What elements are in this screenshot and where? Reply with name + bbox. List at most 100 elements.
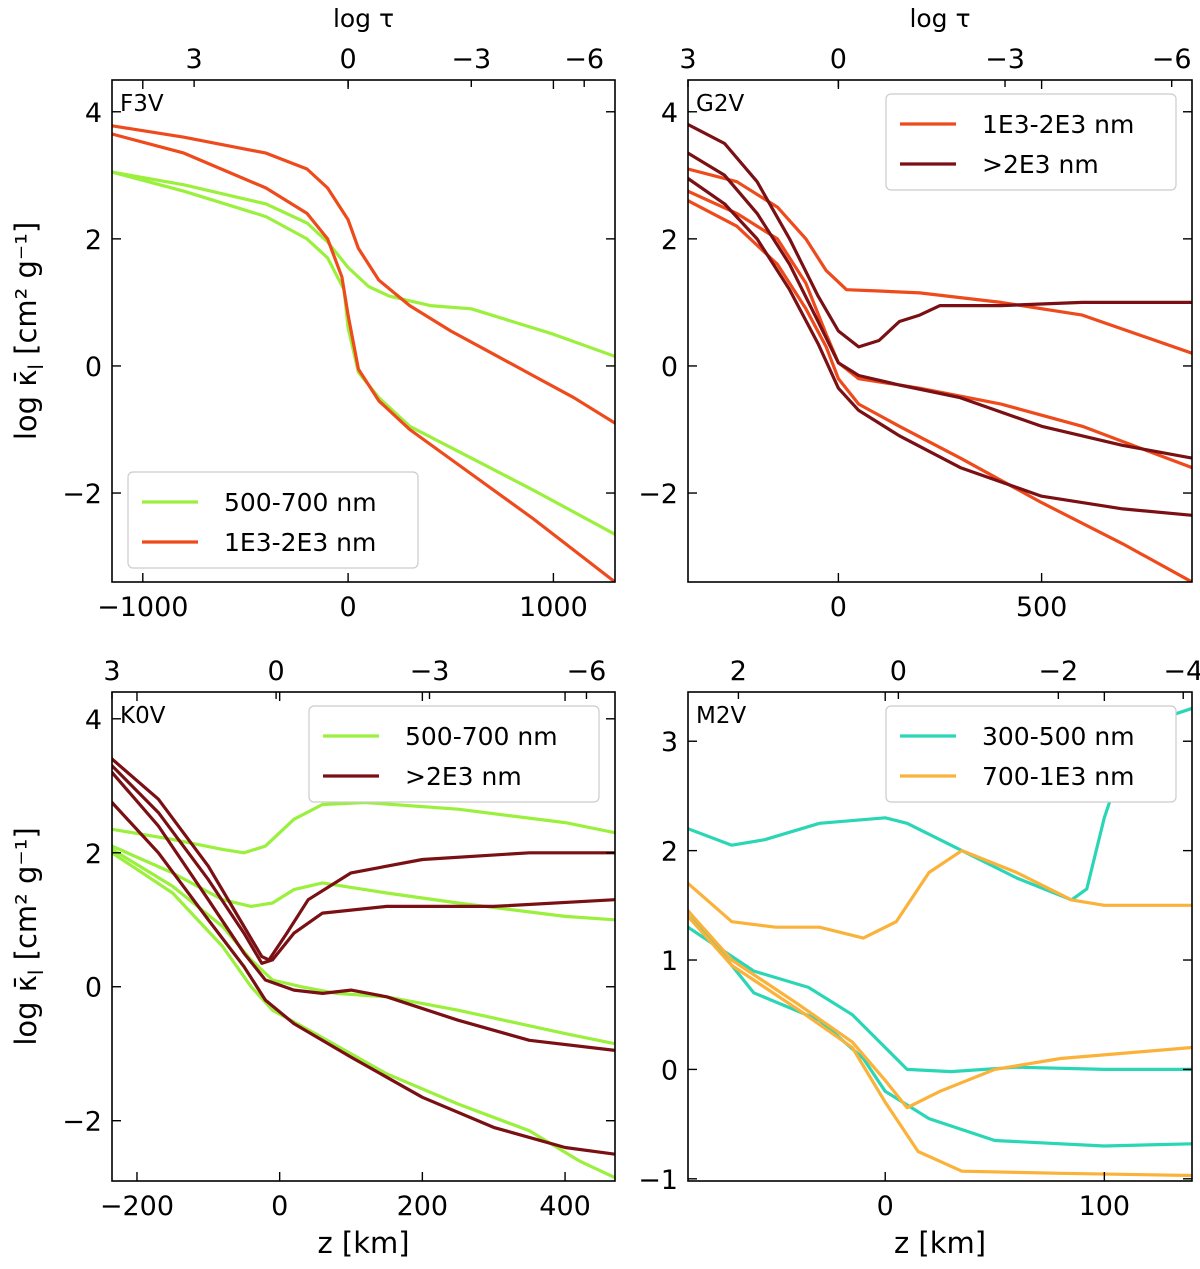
y-tick-label: 0 [85, 973, 102, 1004]
legend: 500-700 nm 1E3-2E3 nm [127, 471, 419, 569]
series-group [112, 124, 615, 582]
y-tick-label: −2 [638, 479, 678, 510]
series-group [688, 122, 1192, 582]
panel-g2v: 0 500 3 0 −3 −6 −2 0 2 4 G2V log τ 1E3-2E3 nm >2E3 nm [638, 4, 1193, 623]
plot-frame [111, 79, 616, 583]
top-tick-label: 2 [730, 656, 747, 687]
top-axis-label: log τ [333, 4, 394, 33]
legend-label: 1E3-2E3 nm [982, 110, 1134, 139]
x-tick-label: 500 [1016, 592, 1068, 623]
top-tick-label: 3 [186, 44, 203, 75]
plot-frame [111, 691, 616, 1182]
series-line-1 [688, 925, 1192, 1074]
top-tick-label: −4 [1163, 656, 1200, 687]
series-line-7 [112, 800, 615, 1156]
series-line-2 [688, 909, 1192, 1148]
top-tick-label: 0 [890, 656, 907, 687]
series-line-5 [688, 914, 1192, 1178]
top-tick-label: −6 [567, 656, 607, 687]
legend-box [127, 471, 419, 569]
panel-k0v: −200 0 200 400 3 0 −3 −6 −2 0 2 4 K0V z [km] log κ̄l [… [9, 656, 616, 1260]
series-line-0 [112, 170, 615, 358]
top-tick-label: 3 [103, 656, 120, 687]
series-line-0 [112, 800, 615, 855]
legend-label: 300-500 nm [982, 722, 1135, 751]
legend-label: 700-1E3 nm [982, 762, 1135, 791]
x-axis-label: z [km] [894, 1226, 986, 1260]
panel-label: G2V [696, 91, 744, 117]
plot-frame [687, 79, 1193, 583]
x-axis-label: z [km] [317, 1226, 409, 1260]
series-line-1 [112, 170, 615, 536]
y-tick-label: −1 [638, 1165, 678, 1196]
x-tick-label: 0 [877, 1191, 894, 1222]
y-axis-label: log κ̄l [cm² g⁻¹] [9, 222, 48, 440]
x-tick-label: −1000 [97, 592, 188, 623]
legend: 1E3-2E3 nm >2E3 nm [885, 93, 1177, 191]
x-tick-label: 0 [271, 1191, 288, 1222]
legend-label: 500-700 nm [405, 722, 558, 751]
panel-f3v: −1000 0 1000 3 0 −3 −6 −2 0 2 4 F3V log τ log κ̄l [cm… [9, 4, 616, 623]
series-line-5 [112, 764, 615, 965]
legend-label: 1E3-2E3 nm [224, 528, 376, 557]
y-tick-label: 0 [661, 1055, 678, 1086]
top-tick-label: −3 [410, 656, 450, 687]
series-line-2 [112, 124, 615, 425]
series-line-3 [112, 132, 615, 582]
y-tick-label: 1 [661, 946, 678, 977]
legend-box [308, 705, 600, 803]
y-tick-label: 4 [85, 705, 102, 736]
series-line-5 [688, 176, 1192, 517]
top-tick-label: −6 [1152, 44, 1192, 75]
plot-frame [687, 691, 1193, 1182]
y-tick-label: 2 [661, 837, 678, 868]
legend-label: >2E3 nm [982, 150, 1099, 179]
series-line-1 [688, 189, 1192, 470]
series-line-4 [688, 151, 1192, 460]
top-axis-label: log τ [909, 4, 970, 33]
x-tick-label: −200 [100, 1191, 174, 1222]
y-tick-label: 4 [661, 98, 678, 129]
y-tick-label: 0 [661, 352, 678, 383]
y-tick-label: 4 [85, 98, 102, 129]
y-axis-label: log κ̄l [cm² g⁻¹] [9, 827, 48, 1045]
x-tick-label: 0 [830, 592, 847, 623]
legend-label: >2E3 nm [405, 762, 522, 791]
series-line-6 [112, 770, 615, 1052]
legend: 500-700 nm >2E3 nm [308, 705, 600, 803]
series-line-3 [112, 851, 615, 1180]
x-tick-label: 100 [1079, 1191, 1131, 1222]
series-line-2 [112, 847, 615, 1046]
top-tick-label: −6 [564, 44, 604, 75]
x-tick-label: 400 [539, 1191, 591, 1222]
panel-label: M2V [696, 703, 746, 729]
series-group [112, 757, 615, 1180]
y-tick-label: −2 [62, 479, 102, 510]
panel-m2v: 0 100 2 0 −2 −4 −1 0 1 2 3 M2V z [km] 300-500 nm 700-1… [638, 656, 1200, 1260]
legend-box [885, 705, 1177, 803]
top-tick-label: 0 [830, 44, 847, 75]
top-tick-label: −2 [1038, 656, 1078, 687]
panel-label: F3V [120, 91, 164, 117]
x-tick-label: 1000 [519, 592, 588, 623]
legend-label: 500-700 nm [224, 488, 377, 517]
top-tick-label: 3 [679, 44, 696, 75]
series-line-0 [688, 167, 1192, 355]
y-tick-label: −2 [62, 1107, 102, 1138]
y-tick-label: 2 [661, 225, 678, 256]
legend-box [885, 93, 1177, 191]
y-tick-label: 0 [85, 352, 102, 383]
x-tick-label: 200 [397, 1191, 449, 1222]
y-tick-label: 3 [661, 727, 678, 758]
y-tick-label: 2 [85, 839, 102, 870]
x-tick-label: 0 [340, 592, 357, 623]
series-line-3 [688, 849, 1192, 940]
top-tick-label: 0 [268, 656, 285, 687]
y-tick-label: 2 [85, 225, 102, 256]
top-tick-label: −3 [985, 44, 1025, 75]
legend: 300-500 nm 700-1E3 nm [885, 705, 1177, 803]
top-tick-label: 0 [340, 44, 357, 75]
series-line-4 [112, 757, 615, 962]
panel-label: K0V [120, 703, 166, 729]
